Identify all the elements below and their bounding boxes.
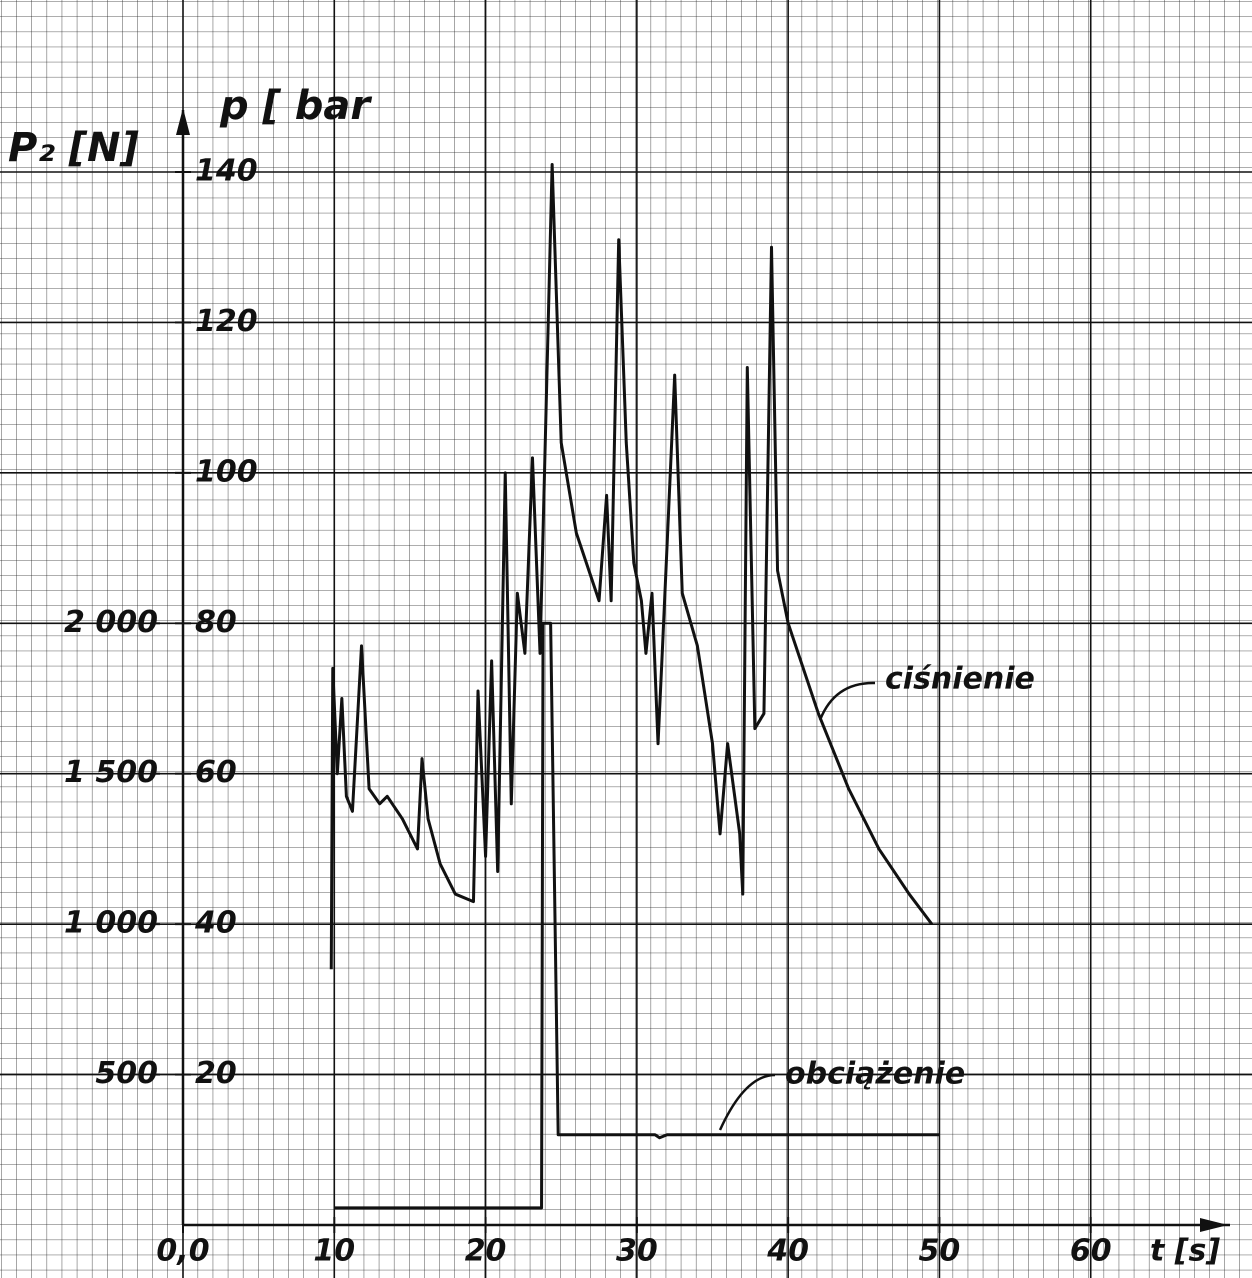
series-line: [334, 621, 940, 1210]
y-axis-label: p [ bar: [219, 83, 372, 129]
y-tick-label: 120: [195, 304, 258, 339]
x-tick-label: 10: [313, 1234, 355, 1269]
y-tick-label: 60: [195, 755, 237, 790]
y2-tick-label: 1 500: [64, 755, 158, 790]
annotation: ciśnienie: [885, 662, 1035, 697]
y-tick-label: 140: [195, 154, 258, 189]
x-tick-label: 0,0: [156, 1234, 209, 1269]
y2-tick-label: 500: [95, 1056, 158, 1091]
x-tick-label: 30: [616, 1234, 658, 1269]
x-tick-label: 40: [766, 1234, 809, 1269]
x-tick-label: 50: [919, 1234, 961, 1269]
y-tick-label: 20: [195, 1056, 237, 1091]
annotation-leader: [818, 681, 876, 721]
series-line: [329, 162, 934, 970]
y2-tick-label: 2 000: [64, 605, 158, 640]
annotation: obciążenie: [785, 1057, 965, 1092]
y-tick-label: 100: [195, 454, 258, 489]
y2-axis-label: P₂ [N]: [8, 125, 139, 171]
x-tick-label: 20: [465, 1234, 507, 1269]
y2-tick-label: 1 000: [64, 906, 158, 941]
x-tick-label: 60: [1070, 1234, 1112, 1269]
y-tick-label: 80: [195, 605, 237, 640]
annotation-leader: [718, 1073, 776, 1131]
x-axis-label: t [s]: [1150, 1234, 1220, 1269]
y-tick-label: 40: [194, 906, 237, 941]
